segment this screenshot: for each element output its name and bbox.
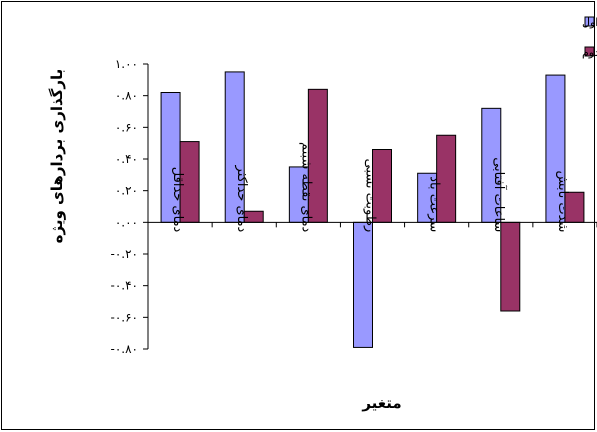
plot-area: ۱.۰۰ ۰.۸۰ ۰.۶۰ ۰.۴۰ ۰.۲۰ ۰.۰۰ -۰.۲۰ -۰.۴۰ -۰.۶۰ -… — [111, 57, 597, 356]
y-tick-label: -۰.۶۰ — [111, 310, 138, 324]
legend-swatch — [584, 16, 595, 27]
y-tick-label: -۰.۴۰ — [111, 279, 138, 293]
y-tick-label: ۰.۸۰ — [115, 89, 138, 103]
y-tick-label: ۱.۰۰ — [115, 57, 138, 71]
y-axis-title: بارگذاری بردارهای ویژه — [48, 69, 66, 244]
x-category-label: رطوبت نسبی — [363, 158, 378, 232]
y-tick-label: -۰.۸۰ — [111, 342, 138, 356]
y-tick-label: ۰.۴۰ — [115, 152, 138, 166]
legend-label: ولفه اول — [582, 16, 597, 29]
y-tick-label: ۰.۲۰ — [115, 184, 138, 198]
x-category-label: شدت تابش — [555, 170, 570, 232]
legend: ولفه اول ولفه دوم — [582, 16, 597, 59]
bar-series-2 — [500, 221, 521, 312]
x-category-label: سرعت باد — [427, 176, 442, 232]
legend-swatch — [584, 46, 595, 57]
y-tick-label: ۰.۰۰ — [115, 215, 138, 229]
x-axis-title: متغیر — [361, 394, 401, 412]
x-category-label: دمای نقطه شبنم — [298, 142, 313, 233]
x-category-label: ساعات آفتابی — [491, 157, 508, 232]
legend-label: ولفه دوم — [582, 46, 597, 59]
x-category-label: دمای حداقل — [170, 167, 185, 233]
x-category-label: دمای حداکثر — [234, 165, 249, 233]
y-tick-label: ۰.۶۰ — [115, 120, 138, 134]
y-tick-label: -۰.۲۰ — [111, 247, 138, 261]
bar-series-1 — [353, 221, 373, 348]
